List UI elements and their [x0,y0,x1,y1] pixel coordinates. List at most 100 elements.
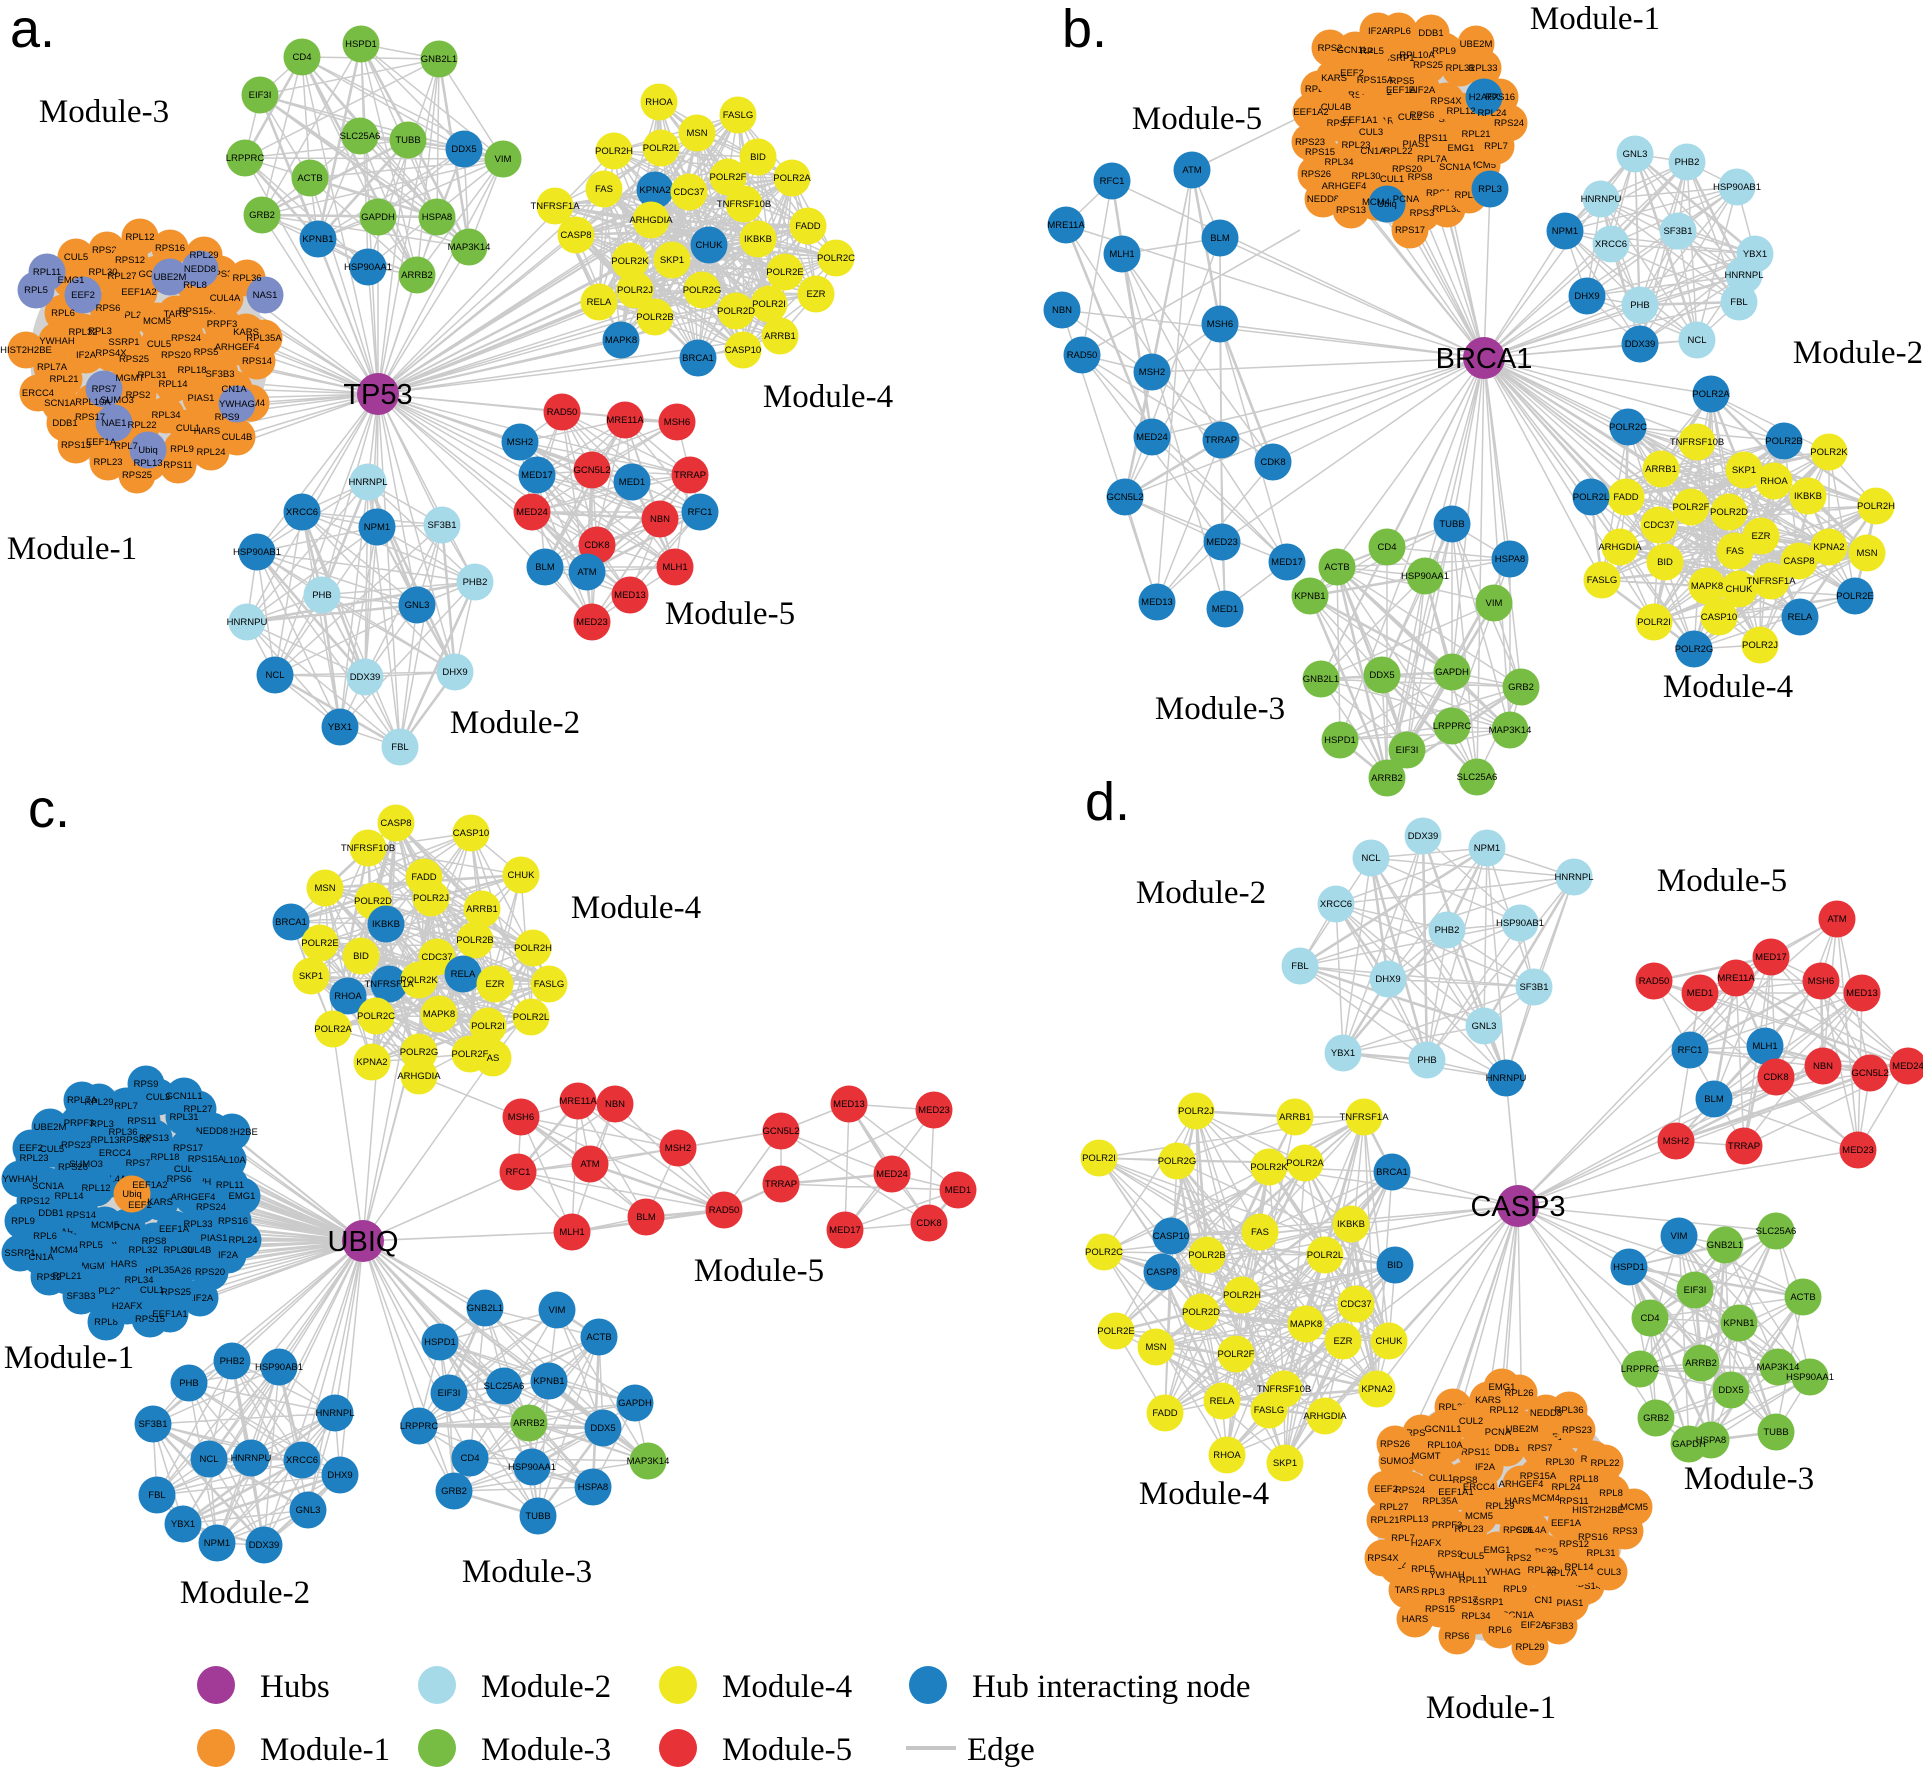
svg-text:NBN: NBN [1813,1061,1833,1072]
svg-text:RPS15A: RPS15A [1520,1471,1557,1482]
svg-text:FBL: FBL [391,742,408,753]
svg-text:RPL34: RPL34 [151,410,180,421]
svg-text:CHUK: CHUK [508,870,536,881]
svg-text:RFC1: RFC1 [688,507,713,518]
svg-text:SLC25A6: SLC25A6 [340,131,381,142]
svg-text:MED23: MED23 [918,1105,950,1116]
svg-text:DHX9: DHX9 [327,1470,352,1481]
svg-text:Module-2: Module-2 [1136,875,1266,911]
svg-text:RFC1: RFC1 [506,1167,531,1178]
svg-text:SKP1: SKP1 [1732,465,1756,476]
svg-text:MED23: MED23 [1842,1145,1874,1156]
svg-text:FADD: FADD [1152,1408,1177,1419]
svg-text:RPL22: RPL22 [1590,1458,1619,1469]
svg-text:RPL9: RPL9 [1432,46,1456,57]
svg-text:RAD50: RAD50 [1639,976,1670,987]
svg-text:Ubiq: Ubiq [138,445,158,456]
svg-text:DDB1: DDB1 [1494,1443,1519,1454]
svg-text:HSP90AA1: HSP90AA1 [344,262,392,273]
svg-text:IKBKB: IKBKB [744,234,772,245]
svg-text:RPS9: RPS9 [1438,1549,1463,1560]
svg-text:RPS23: RPS23 [1562,1425,1592,1436]
svg-text:Module-4: Module-4 [722,1669,852,1705]
svg-text:POLR2I: POLR2I [1082,1153,1116,1164]
svg-text:HIST2H2BE: HIST2H2BE [0,345,52,356]
svg-text:Module-1: Module-1 [260,1732,390,1768]
svg-text:POLR2C: POLR2C [1085,1247,1123,1258]
svg-text:CUL5: CUL5 [64,252,88,263]
svg-text:RPS15A: RPS15A [188,1154,225,1165]
svg-text:MED1: MED1 [1212,604,1238,615]
svg-text:CN1A: CN1A [1360,146,1386,157]
svg-text:TRRAP: TRRAP [674,470,706,481]
svg-text:BRCA1: BRCA1 [1376,1167,1408,1178]
svg-text:ARHGEF4: ARHGEF4 [171,1192,216,1203]
svg-text:NCL: NCL [199,1454,218,1465]
svg-text:Module-5: Module-5 [694,1253,824,1289]
svg-text:Edge: Edge [967,1732,1035,1768]
svg-text:RPS16: RPS16 [155,243,185,254]
svg-text:UBE2M: UBE2M [154,272,187,283]
svg-text:CUL1: CUL1 [176,423,200,434]
svg-text:DDB1: DDB1 [52,418,77,429]
svg-text:RPS11: RPS11 [163,460,192,471]
svg-text:RPL24: RPL24 [196,447,225,458]
svg-text:YWHAG: YWHAG [189,1177,225,1188]
svg-text:RPL9: RPL9 [170,444,194,455]
svg-text:Module-3: Module-3 [39,94,169,130]
svg-text:CUL2: CUL2 [1398,112,1422,123]
svg-text:ACTB: ACTB [297,173,322,184]
svg-text:GNL3: GNL3 [1472,1021,1497,1032]
svg-text:MLH1: MLH1 [662,562,687,573]
svg-text:TP53: TP53 [343,379,412,411]
svg-text:HNRNPL: HNRNPL [1724,270,1763,281]
svg-text:SLC25A6: SLC25A6 [1756,1226,1797,1237]
svg-text:RPL11: RPL11 [1459,1575,1487,1586]
svg-text:RPS14: RPS14 [66,1210,96,1221]
svg-text:FBL: FBL [148,1490,165,1501]
svg-text:NPM1: NPM1 [1552,226,1578,237]
svg-text:RPL5: RPL5 [79,1240,103,1251]
svg-text:FADD: FADD [795,221,820,232]
svg-text:HSP90AB1: HSP90AB1 [1713,182,1761,193]
svg-text:CUL1: CUL1 [1429,1473,1453,1484]
svg-text:H2AFX: H2AFX [1469,92,1500,103]
svg-text:Ubiq: Ubiq [1377,199,1397,210]
svg-text:CDK8: CDK8 [1763,1072,1788,1083]
svg-text:RPL11: RPL11 [216,1180,244,1191]
svg-text:POLR2K: POLR2K [400,975,438,986]
svg-text:RPL31: RPL31 [137,370,166,381]
svg-text:DDX39: DDX39 [1625,339,1656,350]
svg-text:HIST2H2BE: HIST2H2BE [1572,1505,1624,1516]
svg-text:MCM4: MCM4 [1362,197,1390,208]
svg-text:POLR2L: POLR2L [1307,1250,1343,1261]
svg-text:EEF2: EEF2 [19,1143,43,1154]
svg-text:CDK8: CDK8 [584,540,609,551]
svg-text:MSN: MSN [686,128,707,139]
svg-text:RPL13: RPL13 [1399,1514,1428,1525]
svg-text:GAPDH: GAPDH [361,212,395,223]
svg-text:DDX39: DDX39 [249,1540,280,1551]
svg-text:EIF2A: EIF2A [187,1293,214,1304]
svg-text:RPS13: RPS13 [1336,205,1366,216]
svg-text:RPL22: RPL22 [91,1286,120,1297]
svg-text:MGMT: MGMT [1411,1451,1440,1462]
svg-text:HSP90AA1: HSP90AA1 [508,1462,556,1473]
svg-text:HSP90AA1: HSP90AA1 [1401,571,1449,582]
svg-text:RPS11: RPS11 [1559,1496,1588,1507]
svg-text:POLR2G: POLR2G [400,1047,439,1058]
svg-text:FASLG: FASLG [534,979,565,990]
svg-text:POLR2F: POLR2F [1673,502,1710,513]
svg-text:POLR2J: POLR2J [413,893,449,904]
svg-text:HNRNPL: HNRNPL [1554,872,1593,883]
svg-text:RPL30: RPL30 [1545,1457,1574,1468]
svg-text:CD4: CD4 [292,52,311,63]
svg-text:POLR2A: POLR2A [773,173,811,184]
svg-text:RHOA: RHOA [1760,476,1788,487]
svg-text:EZR: EZR [1752,531,1771,542]
svg-text:RPS2: RPS2 [37,1272,62,1283]
svg-text:RPL10A: RPL10A [1427,1440,1463,1451]
svg-text:GCN1L1: GCN1L1 [1337,45,1374,56]
svg-text:CASP3: CASP3 [1470,1191,1565,1223]
svg-text:CD4: CD4 [1377,542,1396,553]
